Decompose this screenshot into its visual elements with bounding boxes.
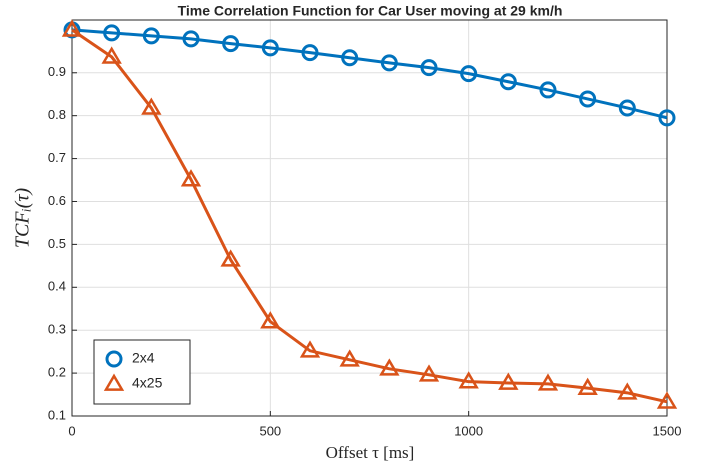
y-tick-label: 0.1	[48, 407, 66, 422]
y-axis-label: TCFᵢ(τ)	[12, 188, 34, 249]
marker	[537, 373, 559, 391]
marker	[222, 35, 240, 53]
y-tick-label: 0.9	[48, 64, 66, 79]
marker	[539, 81, 557, 99]
x-axis-label: Offset τ [ms]	[326, 443, 415, 462]
legend-label: 4x25	[132, 375, 163, 391]
x-tick-label: 0	[68, 423, 75, 438]
marker	[577, 377, 598, 395]
y-tick-label: 0.8	[48, 107, 66, 122]
x-tick-label: 1500	[653, 423, 682, 438]
marker	[617, 382, 638, 400]
series-line	[71, 28, 668, 404]
marker	[380, 54, 398, 72]
y-tick-label: 0.2	[48, 365, 66, 380]
legend-label: 2x4	[132, 350, 155, 366]
marker	[61, 19, 83, 37]
marker	[261, 39, 279, 57]
marker	[103, 373, 125, 391]
y-tick-label: 0.5	[48, 236, 66, 251]
y-tick-label: 0.3	[48, 322, 66, 337]
marker	[460, 65, 478, 83]
marker	[420, 59, 438, 77]
y-tick-label: 0.7	[48, 150, 66, 165]
marker	[579, 90, 597, 108]
marker	[656, 391, 678, 409]
marker	[458, 371, 479, 389]
series-line	[71, 28, 668, 120]
marker	[379, 358, 400, 376]
marker	[299, 340, 321, 358]
marker	[498, 372, 519, 390]
marker	[658, 109, 676, 127]
marker	[499, 73, 517, 91]
x-tick-label: 500	[259, 423, 281, 438]
y-tick-label: 0.6	[48, 193, 66, 208]
chart-title: Time Correlation Function for Car User m…	[178, 3, 563, 19]
marker	[182, 30, 200, 48]
marker	[418, 364, 440, 382]
plot-frame	[71, 19, 668, 417]
marker	[260, 311, 281, 329]
marker	[301, 44, 319, 62]
marker	[141, 97, 162, 115]
marker	[103, 24, 121, 42]
marker	[618, 99, 636, 117]
marker	[101, 46, 122, 64]
marker	[142, 27, 160, 45]
legend-box	[93, 339, 191, 405]
marker	[341, 49, 359, 67]
marker	[220, 249, 241, 267]
marker	[105, 350, 123, 368]
marker	[180, 169, 202, 187]
x-tick-label: 1000	[454, 423, 483, 438]
y-tick-label: 0.4	[48, 279, 66, 294]
marker	[339, 349, 360, 367]
